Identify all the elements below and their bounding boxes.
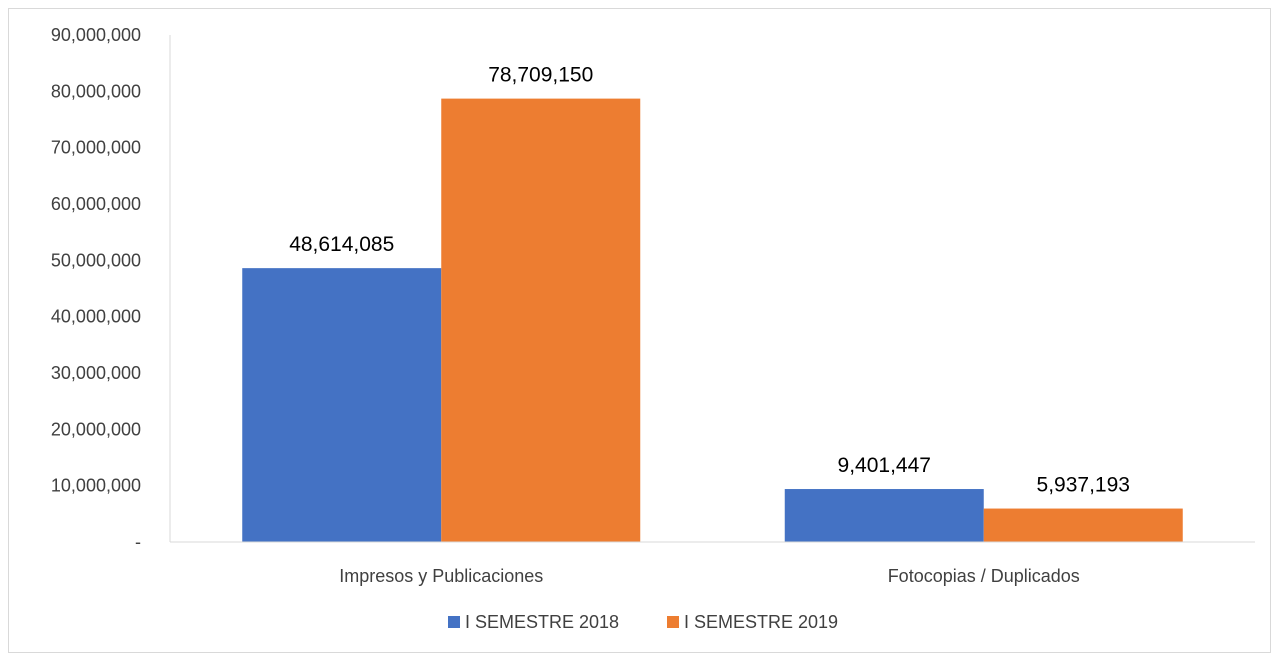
y-tick-label: 30,000,000 — [51, 363, 141, 383]
x-category-label: Impresos y Publicaciones — [339, 566, 543, 586]
bar-series1-cat2 — [784, 489, 984, 542]
data-label: 78,709,150 — [488, 64, 593, 87]
data-label: 48,614,085 — [289, 233, 394, 256]
y-tick-label: 60,000,000 — [51, 194, 141, 214]
legend-label: I SEMESTRE 2018 — [465, 612, 619, 632]
data-labels: 48,614,085 78,709,150 9,401,447 5,937,193 — [289, 64, 1130, 497]
legend-swatch — [667, 616, 679, 628]
bar-series1-cat1 — [242, 268, 442, 542]
legend-label: I SEMESTRE 2019 — [684, 612, 838, 632]
data-label: 5,937,193 — [1037, 474, 1130, 497]
data-label: 9,401,447 — [838, 454, 931, 477]
y-tick-label: 70,000,000 — [51, 138, 141, 158]
x-axis: Impresos y Publicaciones Fotocopias / Dup… — [170, 541, 1255, 586]
y-axis: - 10,000,000 20,000,000 30,000,000 40,000,00… — [51, 25, 171, 552]
y-tick-label: 90,000,000 — [51, 25, 141, 45]
bar-series2-cat2 — [983, 508, 1183, 542]
legend: I SEMESTRE 2018 I SEMESTRE 2019 — [448, 612, 838, 632]
y-tick-label: 50,000,000 — [51, 250, 141, 270]
y-tick-label: 80,000,000 — [51, 81, 141, 101]
y-tick-label: 40,000,000 — [51, 307, 141, 327]
y-tick-label: 20,000,000 — [51, 419, 141, 439]
x-category-label: Fotocopias / Duplicados — [888, 566, 1080, 586]
bars — [242, 98, 1183, 543]
legend-swatch — [448, 616, 460, 628]
y-tick-label: - — [135, 532, 141, 552]
bar-series2-cat1 — [441, 98, 641, 543]
y-tick-label: 10,000,000 — [51, 476, 141, 496]
